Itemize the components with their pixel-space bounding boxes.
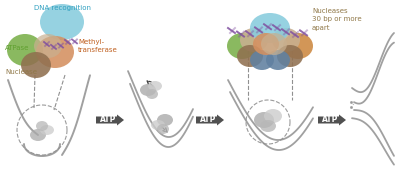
Ellipse shape bbox=[261, 33, 287, 55]
Text: DNA recognition: DNA recognition bbox=[34, 5, 90, 11]
Ellipse shape bbox=[157, 124, 169, 134]
Ellipse shape bbox=[40, 4, 84, 40]
Ellipse shape bbox=[146, 89, 158, 99]
Ellipse shape bbox=[148, 81, 162, 91]
Text: Nucleases
30 bp or more
apart: Nucleases 30 bp or more apart bbox=[312, 8, 362, 31]
Ellipse shape bbox=[40, 125, 54, 135]
Ellipse shape bbox=[266, 50, 290, 70]
Ellipse shape bbox=[272, 28, 300, 52]
Ellipse shape bbox=[277, 45, 303, 67]
Ellipse shape bbox=[240, 28, 268, 52]
Ellipse shape bbox=[260, 120, 276, 132]
FancyArrow shape bbox=[196, 114, 224, 125]
Ellipse shape bbox=[283, 33, 313, 59]
FancyArrow shape bbox=[318, 114, 346, 125]
Ellipse shape bbox=[237, 45, 263, 67]
Ellipse shape bbox=[36, 121, 48, 131]
Ellipse shape bbox=[227, 33, 257, 59]
Ellipse shape bbox=[30, 129, 46, 141]
Text: ATP: ATP bbox=[200, 116, 217, 125]
Ellipse shape bbox=[36, 36, 74, 68]
Text: ATPase: ATPase bbox=[5, 45, 29, 51]
Text: Nuclease: Nuclease bbox=[5, 69, 37, 75]
Ellipse shape bbox=[264, 109, 282, 123]
Ellipse shape bbox=[34, 34, 62, 58]
Text: Methyl-
transferase: Methyl- transferase bbox=[78, 39, 118, 53]
Ellipse shape bbox=[254, 112, 274, 128]
Text: ATP: ATP bbox=[100, 116, 117, 125]
Ellipse shape bbox=[250, 50, 274, 70]
Ellipse shape bbox=[157, 114, 173, 126]
Ellipse shape bbox=[21, 52, 51, 78]
Ellipse shape bbox=[151, 120, 165, 130]
Text: ATP: ATP bbox=[322, 116, 339, 125]
Ellipse shape bbox=[7, 34, 43, 66]
Ellipse shape bbox=[140, 84, 156, 96]
FancyArrow shape bbox=[96, 114, 124, 125]
Ellipse shape bbox=[250, 13, 290, 43]
Ellipse shape bbox=[253, 33, 279, 55]
